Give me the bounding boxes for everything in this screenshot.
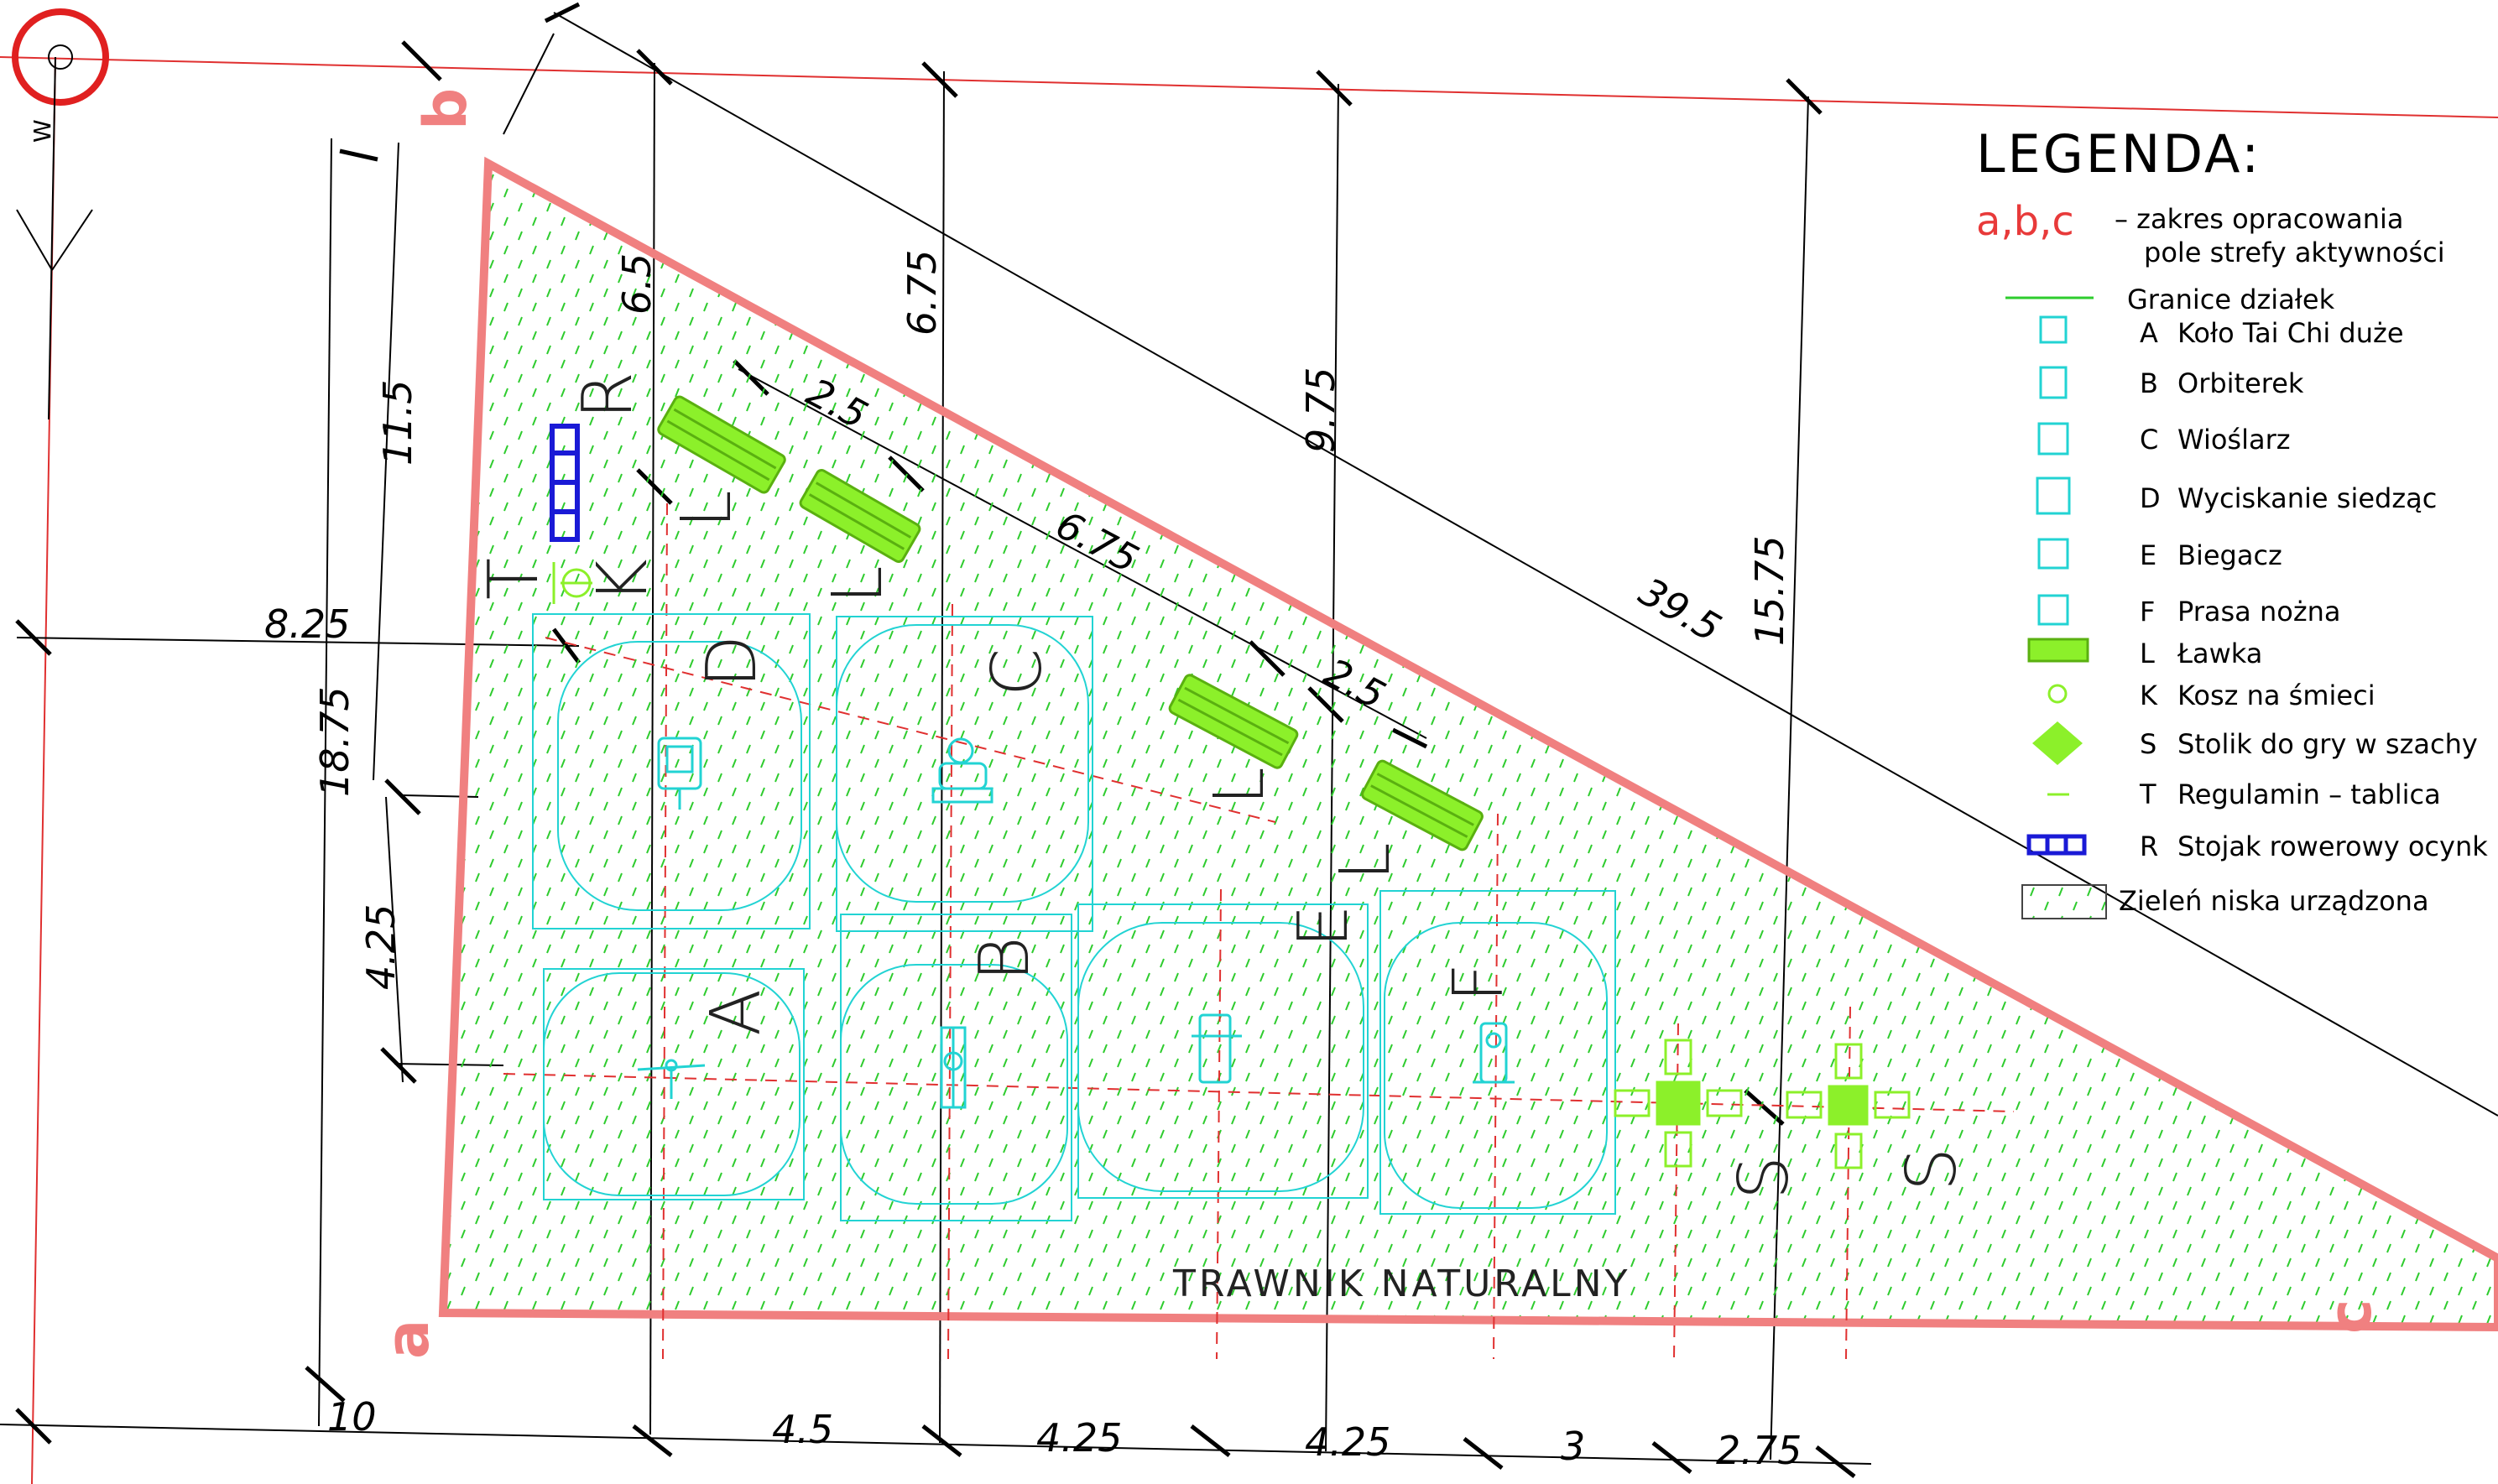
legend-code-r: R bbox=[2140, 831, 2158, 862]
legend-code-l: L bbox=[2140, 638, 2155, 669]
legend-label-a: Koło Tai Chi duże bbox=[2177, 317, 2404, 349]
zone-f bbox=[1379, 890, 1616, 1215]
bench-icon bbox=[2027, 638, 2089, 663]
leg-press-icon bbox=[2037, 594, 2069, 626]
rower-icon bbox=[931, 737, 993, 804]
dim-bottom-4-25a: 4.25 bbox=[1036, 1415, 1122, 1461]
lawn-label: TRAWNIK NATURALNY bbox=[1172, 1263, 1630, 1305]
legend-label-f: Prasa nożna bbox=[2177, 596, 2341, 627]
survey-point-icon bbox=[12, 8, 109, 420]
bike-rack-icon bbox=[550, 424, 580, 542]
dim-v-6-75: 6.75 bbox=[900, 250, 945, 336]
legend-code-b: B bbox=[2140, 367, 2158, 399]
trash-bin-icon bbox=[561, 568, 592, 598]
dim-bottom-4-5: 4.5 bbox=[772, 1407, 833, 1452]
north-mark: W bbox=[29, 119, 56, 143]
dim-d-39-5: 39.5 bbox=[1632, 569, 1729, 651]
legend-scope-line1: – zakres opracowania bbox=[2115, 203, 2403, 235]
leg-press-icon bbox=[1473, 1022, 1515, 1084]
legend-label-r: Stojak rowerowy ocynk bbox=[2177, 831, 2488, 862]
runner-icon bbox=[2037, 538, 2069, 570]
axis-lines bbox=[503, 502, 2015, 1360]
label-a: A bbox=[696, 989, 776, 1036]
legend-code-e: E bbox=[2140, 539, 2156, 571]
legend-label-d: Wyciskanie siedząc bbox=[2177, 482, 2437, 514]
legend-label-c: Wioślarz bbox=[2177, 424, 2291, 456]
legend-label-e: Biegacz bbox=[2177, 539, 2282, 571]
bench-icon bbox=[657, 395, 1484, 851]
zone-d bbox=[532, 613, 811, 929]
tai-chi-wheel-icon bbox=[637, 1059, 706, 1099]
orbitrek-icon bbox=[2039, 366, 2068, 399]
dim-bottom-2-75: 2.75 bbox=[1716, 1428, 1802, 1473]
legend-label-s: Stolik do gry w szachy bbox=[2177, 728, 2478, 760]
seated-press-icon bbox=[657, 737, 702, 810]
seated-press-icon bbox=[2036, 476, 2071, 515]
legend-scope-symbol: a,b,c bbox=[1976, 198, 2074, 245]
legend-label-k: Kosz na śmieci bbox=[2177, 680, 2375, 711]
label-l-1: L bbox=[667, 490, 747, 529]
chess-table-icon bbox=[2032, 721, 2083, 765]
dim-v-9-75: 9.75 bbox=[1298, 367, 1343, 453]
dim-bottom-10: 10 bbox=[327, 1394, 377, 1440]
bike-rack-icon bbox=[2026, 834, 2087, 856]
rower-icon bbox=[2037, 422, 2069, 456]
legend: LEGENDA: a,b,c – zakres opracowania pole… bbox=[1976, 123, 2488, 919]
label-e: E bbox=[1284, 904, 1364, 948]
legend-label-t: Regulamin – tablica bbox=[2177, 778, 2441, 810]
runner-icon bbox=[1192, 1013, 1242, 1084]
legend-label-l: Ławka bbox=[2177, 638, 2262, 669]
dim-left-18-75: 18.75 bbox=[312, 686, 357, 797]
activity-zone-area bbox=[438, 156, 2498, 1332]
dim-v-15-75: 15.75 bbox=[1747, 535, 1792, 646]
legend-code-d: D bbox=[2140, 482, 2161, 514]
legend-scope-line2: pole strefy aktywności bbox=[2144, 237, 2445, 268]
dim-left-11-5: 11.5 bbox=[375, 380, 420, 466]
corner-b-label: b bbox=[411, 88, 480, 130]
label-l-3: L bbox=[1200, 767, 1280, 805]
legend-code-k: K bbox=[2140, 680, 2158, 711]
label-s-2: S bbox=[1892, 1148, 1972, 1191]
legend-label-b: Orbiterek bbox=[2177, 367, 2304, 399]
corner-c-label: c bbox=[2316, 1299, 2385, 1335]
label-l-2: L bbox=[818, 565, 898, 604]
legend-greenery: Zieleń niska urządzona bbox=[2119, 885, 2429, 917]
label-f: F bbox=[1439, 963, 1519, 1002]
corner-a-label: a bbox=[373, 1320, 442, 1359]
legend-code-f: F bbox=[2140, 596, 2155, 627]
label-k: K bbox=[583, 559, 663, 604]
dim-bottom-4-25b: 4.25 bbox=[1305, 1419, 1390, 1465]
legend-code-a: A bbox=[2140, 317, 2158, 349]
label-c: C bbox=[978, 648, 1057, 696]
dim-left-8-25: 8.25 bbox=[264, 601, 350, 647]
orbitrek-icon bbox=[940, 1026, 967, 1109]
trash-bin-icon bbox=[2047, 684, 2068, 704]
dim-left-4-25: 4.25 bbox=[358, 904, 404, 990]
legend-code-c: C bbox=[2140, 424, 2158, 456]
label-l-4: L bbox=[1326, 842, 1405, 881]
label-d: D bbox=[692, 635, 772, 688]
tai-chi-wheel-icon bbox=[2039, 315, 2068, 344]
legend-boundaries: Granice działek bbox=[2127, 284, 2335, 315]
legend-title: LEGENDA: bbox=[1976, 123, 2261, 185]
equipment-zones bbox=[532, 613, 1616, 1221]
dim-bottom-3: 3 bbox=[1561, 1424, 1585, 1469]
parcel-line-top bbox=[0, 56, 2498, 118]
label-s-1: S bbox=[1724, 1156, 1804, 1200]
legend-code-s: S bbox=[2140, 728, 2156, 760]
legend-code-t: T bbox=[2139, 778, 2156, 810]
greenery-swatch bbox=[2021, 884, 2107, 919]
dim-v-6-5: 6.5 bbox=[614, 253, 660, 315]
label-t: T bbox=[474, 558, 554, 600]
chess-table-icon bbox=[1614, 1039, 1911, 1169]
label-b: B bbox=[965, 936, 1045, 982]
label-r: R bbox=[568, 372, 648, 419]
